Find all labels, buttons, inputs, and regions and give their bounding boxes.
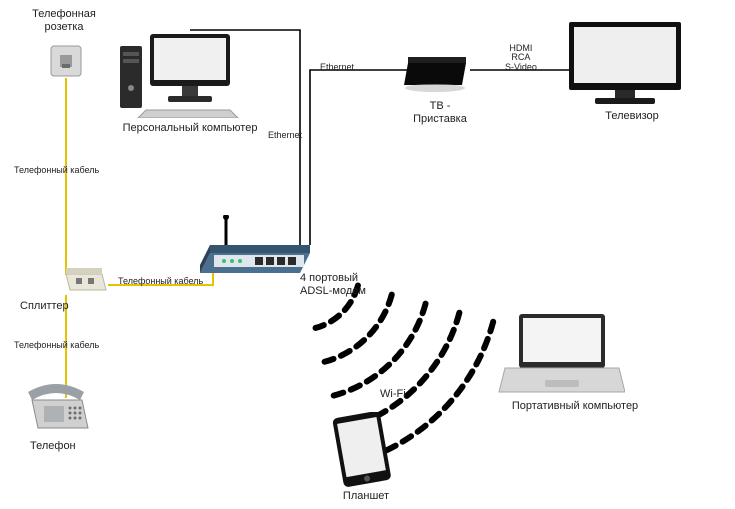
tablet-icon (332, 412, 392, 488)
pc-label: Персональный компьютер (110, 122, 270, 135)
tv-icon (565, 18, 685, 108)
wall-jack-label: Телефонная розетка (16, 8, 112, 34)
hdmi-label: HDMI RCA S-Video (505, 44, 537, 72)
ethernet-label-2: Ethernet (320, 62, 354, 73)
wifi-arc-1 (325, 295, 392, 362)
wall-jack-icon (49, 44, 83, 78)
ethernet-label-1: Ethernet (268, 130, 302, 141)
splitter-icon (60, 264, 108, 300)
splitter-label: Сплиттер (20, 300, 90, 313)
stb-label: ТВ - Приставка (400, 100, 480, 126)
wire-modem-stb (310, 70, 408, 245)
wifi-label: Wi-Fi (380, 388, 406, 401)
phone-cable-label-1: Телефонный кабель (14, 165, 99, 176)
diagram-canvas: Телефонная розетка Персональный компьюте… (0, 0, 735, 509)
phone-cable-label-3: Телефонный кабель (14, 340, 99, 351)
phone-label: Телефон (30, 440, 90, 453)
pc-icon (120, 28, 240, 118)
tv-label: Телевизор (592, 110, 672, 123)
stb-icon (400, 55, 470, 95)
modem-label: 4 портовый ADSL-модем (300, 272, 390, 298)
phone-icon (22, 380, 92, 440)
tablet-label: Планшет (336, 490, 396, 503)
laptop-label: Портативный компьютер (500, 400, 650, 413)
laptop-icon (495, 310, 625, 400)
phone-cable-label-2: Телефонный кабель (118, 276, 203, 287)
